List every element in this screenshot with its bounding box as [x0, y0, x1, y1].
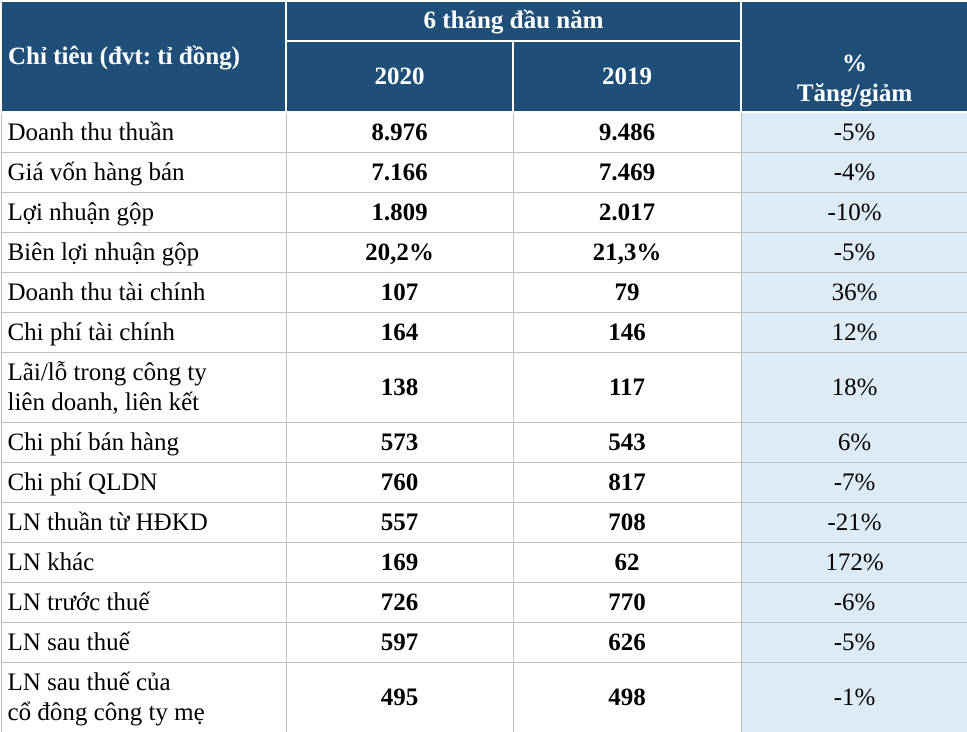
table-row: LN sau thuế của cổ đông công ty mẹ 495 498…: [0, 662, 967, 732]
cell: 597: [285, 622, 514, 663]
cell: 498: [512, 662, 742, 732]
cell: 770: [512, 582, 742, 623]
table-row: Lợi nhuận gộp 1.809 2.017 -10%: [0, 192, 967, 233]
cell: 9.486: [512, 111, 742, 153]
cell: 62: [512, 542, 742, 583]
table-row: LN khác 169 62 172%: [0, 542, 967, 583]
table-row: Giá vốn hàng bán 7.166 7.469 -4%: [0, 152, 967, 193]
row-label: Doanh thu thuần: [0, 111, 287, 153]
row-label: Chi phí tài chính: [0, 312, 287, 353]
header-column: % Tăng/giảm: [740, 0, 967, 113]
table-row: Biên lợi nhuận gộp 20,2% 21,3% -5%: [0, 232, 967, 273]
row-label: Chi phí QLDN: [0, 462, 287, 503]
cell: 18%: [740, 352, 967, 423]
row-label: LN sau thuế: [0, 622, 287, 663]
cell: -5%: [740, 111, 967, 153]
cell: 817: [512, 462, 742, 503]
cell: 107: [285, 272, 514, 313]
cell: 2.017: [512, 192, 742, 233]
table-row: LN thuần từ HĐKD 557 708 -21%: [0, 502, 967, 543]
cell: -5%: [740, 622, 967, 663]
cell: 117: [512, 352, 742, 423]
table-body: Doanh thu thuần 8.976 9.486 -5% Giá vốn hàng…: [0, 111, 967, 732]
table-row: Chi phí tài chính 164 146 12%: [0, 312, 967, 353]
table-row: Chi phí bán hàng 573 543 6%: [0, 422, 967, 463]
cell: -4%: [740, 152, 967, 193]
cell: 146: [512, 312, 742, 353]
cell: 8.976: [285, 111, 514, 153]
row-label: Giá vốn hàng bán: [0, 152, 287, 193]
row-label: LN trước thuế: [0, 582, 287, 623]
row-label: LN khác: [0, 542, 287, 583]
cell: 626: [512, 622, 742, 663]
cell: -6%: [740, 582, 967, 623]
cell: 164: [285, 312, 514, 353]
table-row: Lãi/lỗ trong công ty liên doanh, liên kế…: [0, 352, 967, 423]
row-label: LN sau thuế của cổ đông công ty mẹ: [0, 662, 287, 732]
table-row: Chi phí QLDN 760 817 -7%: [0, 462, 967, 503]
table-row: LN trước thuế 726 770 -6%: [0, 582, 967, 623]
cell: 543: [512, 422, 742, 463]
cell: 138: [285, 352, 514, 423]
table-row: Doanh thu thuần 8.976 9.486 -5%: [0, 111, 967, 153]
cell: 12%: [740, 312, 967, 353]
cell: 169: [285, 542, 514, 583]
cell: 760: [285, 462, 514, 503]
header-column: 2020: [285, 40, 514, 113]
cell: 726: [285, 582, 514, 623]
table-row: Doanh thu tài chính 107 79 36%: [0, 272, 967, 313]
cell: 7.166: [285, 152, 514, 193]
cell: 36%: [740, 272, 967, 313]
cell: -10%: [740, 192, 967, 233]
header-title: Chỉ tiêu (đvt: tỉ đồng): [0, 0, 287, 113]
cell: 1.809: [285, 192, 514, 233]
row-label: Biên lợi nhuận gộp: [0, 232, 287, 273]
row-label: Lãi/lỗ trong công ty liên doanh, liên kế…: [0, 352, 287, 423]
table-row: LN sau thuế 597 626 -5%: [0, 622, 967, 663]
header-period: 6 tháng đầu năm: [284, 0, 743, 42]
header-column: 2019: [511, 40, 743, 113]
cell: -1%: [740, 662, 967, 732]
row-label: Doanh thu tài chính: [0, 272, 287, 313]
cell: 21,3%: [512, 232, 742, 273]
cell: -7%: [740, 462, 967, 503]
cell: 79: [512, 272, 742, 313]
cell: 573: [285, 422, 514, 463]
cell: 7.469: [512, 152, 742, 193]
cell: -21%: [740, 502, 967, 543]
cell: 495: [285, 662, 514, 732]
row-label: LN thuần từ HĐKD: [0, 502, 287, 543]
cell: -5%: [740, 232, 967, 273]
cell: 708: [512, 502, 742, 543]
cell: 20,2%: [285, 232, 514, 273]
row-label: Chi phí bán hàng: [0, 422, 287, 463]
cell: 6%: [740, 422, 967, 463]
cell: 557: [285, 502, 514, 543]
row-label: Lợi nhuận gộp: [0, 192, 287, 233]
cell: 172%: [740, 542, 967, 583]
